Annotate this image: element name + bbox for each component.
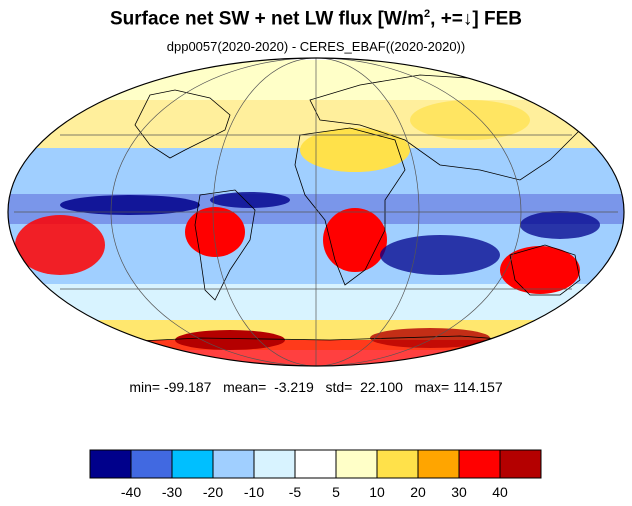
colorbar-box [212, 449, 255, 479]
stat-mean-label: mean= [223, 379, 267, 395]
colorbar-tick-label: -20 [203, 484, 223, 500]
colorbar-box [294, 449, 337, 479]
stats-line: min= -99.187 mean= -3.219 std= 22.100 ma… [0, 379, 632, 395]
stat-min-value: -99.187 [163, 379, 212, 395]
atlantic-itcz-feature [210, 192, 290, 208]
stat-mean-value: -3.219 [274, 379, 314, 395]
colorbar-boxes [89, 449, 542, 479]
stat-max-value: 114.157 [453, 379, 503, 395]
pacific-itcz-feature [60, 195, 200, 215]
indian-ocean-feature [380, 235, 500, 275]
north-america-outline [134, 89, 231, 159]
eurasia-outline [309, 74, 581, 181]
stat-std-label: std= [325, 379, 353, 395]
southern-africa-feature [323, 208, 387, 272]
australia-outline [509, 244, 581, 296]
stat-min-label: min= [129, 379, 161, 395]
colorbar-box [171, 449, 214, 479]
colorbar-tick-label: -30 [162, 484, 182, 500]
chart-subtitle: dpp0057(2020-2020) - CERES_EBAF((2020-20… [166, 39, 466, 54]
stat-std-value: 22.100 [360, 379, 403, 395]
chart-title: Surface net SW + net LW flux [W/m2, +=↓]… [0, 8, 632, 30]
colorbar-box [417, 449, 460, 479]
sahara-feature [300, 128, 410, 172]
antarctic-red-feature [175, 330, 285, 350]
colorbar-tick-label: -5 [289, 484, 302, 500]
colorbar-tick-label: 20 [410, 484, 426, 500]
colorbar-tick-label: 30 [451, 484, 467, 500]
maritime-continent-feature [520, 211, 600, 239]
africa-outline [294, 127, 406, 286]
australia-feature [500, 246, 580, 294]
colorbar-box [89, 449, 132, 479]
colorbar-box [499, 449, 542, 479]
colorbar-tick-label: -40 [121, 484, 141, 500]
south-pacific-feature [15, 215, 105, 275]
colorbar-box [253, 449, 296, 479]
colorbar-tick-label: 5 [332, 484, 340, 500]
colorbar-box [130, 449, 173, 479]
stat-max-label: max= [414, 379, 450, 395]
colorbar-box [376, 449, 419, 479]
colorbar-box [458, 449, 501, 479]
colorbar-tick-label: -10 [244, 484, 264, 500]
map-border [7, 57, 625, 367]
south-america-outline [194, 189, 256, 301]
title-superscript: 2 [424, 8, 431, 20]
antarctic-red-feature-2 [370, 328, 490, 348]
colorbar-tick-label: 10 [369, 484, 385, 500]
title-rest: , +=↓] FEB [430, 8, 523, 30]
colorbar-tick-label: 40 [492, 484, 508, 500]
colorbar-box [335, 449, 378, 479]
colorbar-labels: -40 -30 -20 -10 -5 5 10 20 30 40 [121, 484, 508, 500]
asia-feature [410, 100, 530, 140]
title-main: Surface net SW + net LW flux [W/m [109, 8, 425, 30]
south-america-feature [185, 207, 245, 257]
